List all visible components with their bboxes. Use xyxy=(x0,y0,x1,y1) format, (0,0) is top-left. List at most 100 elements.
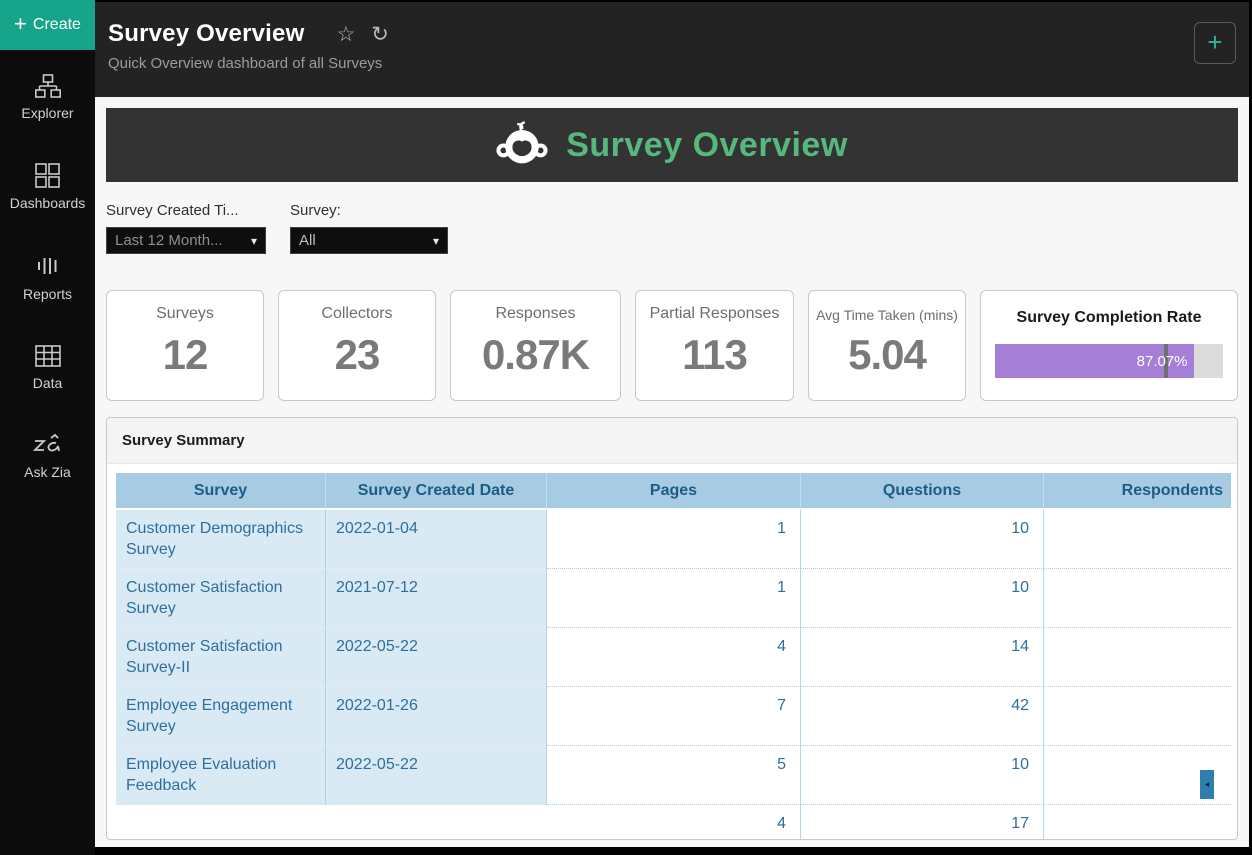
kpi-value: 23 xyxy=(334,331,381,378)
cell-created-date: 2022-05-22 xyxy=(326,628,547,687)
column-header-respondents[interactable]: Respondents xyxy=(1044,473,1231,510)
cell-questions: 14 xyxy=(801,628,1044,687)
cell-survey xyxy=(116,805,326,839)
cell-survey: Employee Engagement Survey xyxy=(116,687,326,746)
kpi-card-completion-rate: Survey Completion Rate 87.07% xyxy=(980,290,1238,401)
kpi-label: Partial Responses xyxy=(649,305,780,322)
sidebar-item-label: Ask Zia xyxy=(24,464,71,480)
cell-created-date: 2022-05-22 xyxy=(326,746,547,805)
cell-pages: 1 xyxy=(547,510,801,569)
column-header-survey[interactable]: Survey xyxy=(116,473,326,510)
filter-bar: Survey Created Ti... Last 12 Month... ▾ … xyxy=(106,202,1238,254)
filter-label: Survey Created Ti... xyxy=(106,202,239,219)
survey-summary-widget: Survey Summary Survey Survey Created Dat… xyxy=(106,417,1238,840)
sidebar: + Create Explorer xyxy=(0,0,95,855)
completion-bar-fill: 87.07% xyxy=(995,344,1194,378)
add-button[interactable]: + xyxy=(1194,22,1236,64)
page-title: Survey Overview xyxy=(108,20,305,47)
cell-pages: 1 xyxy=(547,569,801,628)
sidebar-item-explorer[interactable]: Explorer xyxy=(0,74,95,121)
sidebar-item-data[interactable]: Data xyxy=(0,344,95,391)
sidebar-item-dashboards[interactable]: Dashboards xyxy=(0,163,95,211)
explorer-icon xyxy=(34,74,61,98)
cell-questions: 42 xyxy=(801,687,1044,746)
kpi-card-avg-time-taken: Avg Time Taken (mins) 5.04 xyxy=(808,290,966,401)
kpi-value: 0.87K xyxy=(481,331,590,378)
topbar: Survey Overview ☆ ↻ Quick Overview dashb… xyxy=(95,2,1249,97)
cell-respondents xyxy=(1044,628,1231,687)
sidebar-item-ask-zia[interactable]: Ask Zia xyxy=(0,433,95,480)
created-time-dropdown[interactable]: Last 12 Month... ▾ xyxy=(106,227,266,254)
cell-questions: 10 xyxy=(801,746,1044,805)
cell-respondents xyxy=(1044,805,1231,839)
kpi-value: 5.04 xyxy=(848,331,927,378)
data-icon xyxy=(34,344,61,368)
completion-bar: 87.07% xyxy=(995,344,1223,378)
dropdown-value: Last 12 Month... xyxy=(115,232,223,249)
create-button[interactable]: + Create xyxy=(0,0,95,50)
refresh-icon[interactable]: ↻ xyxy=(371,22,389,46)
cell-respondents xyxy=(1044,510,1231,569)
dashboard-main: Survey Overview Survey Created Ti... Las… xyxy=(95,97,1249,847)
sidebar-item-label: Data xyxy=(32,375,63,391)
cell-questions: 17 xyxy=(801,805,1044,839)
cell-respondents xyxy=(1044,569,1231,628)
cell-survey: Customer Satisfaction Survey xyxy=(116,569,326,628)
cell-created-date: 2022-01-26 xyxy=(326,687,547,746)
reports-icon xyxy=(35,253,61,279)
completion-value: 87.07% xyxy=(1136,352,1188,370)
sidebar-item-label: Explorer xyxy=(21,105,74,121)
cell-survey: Employee Evaluation Feedback xyxy=(116,746,326,805)
dashboards-icon xyxy=(35,163,60,188)
cell-respondents xyxy=(1044,687,1231,746)
content-column: Survey Overview ☆ ↻ Quick Overview dashb… xyxy=(95,2,1249,855)
chevron-down-icon: ▾ xyxy=(250,233,257,248)
dropdown-value: All xyxy=(299,232,316,249)
sidebar-item-reports[interactable]: Reports xyxy=(0,253,95,302)
plus-icon: + xyxy=(14,11,27,36)
filter-label: Survey: xyxy=(290,202,341,219)
surveymonkey-logo-icon xyxy=(496,120,548,170)
kpi-label: Survey Completion Rate xyxy=(1016,309,1202,326)
kpi-card-collectors: Collectors 23 xyxy=(278,290,436,401)
kpi-label: Collectors xyxy=(321,305,393,322)
kpi-label: Avg Time Taken (mins) xyxy=(816,307,958,323)
column-header-pages[interactable]: Pages xyxy=(547,473,801,510)
filter-survey: Survey: All ▾ xyxy=(290,202,448,254)
filter-created-time: Survey Created Ti... Last 12 Month... ▾ xyxy=(106,202,266,254)
survey-summary-table: Survey Survey Created Date Pages Questio… xyxy=(116,473,1231,839)
ask-zia-icon xyxy=(32,433,63,457)
collapse-arrow-icon: ◂ xyxy=(1204,779,1210,789)
page-subtitle: Quick Overview dashboard of all Surveys xyxy=(108,55,383,72)
cell-survey: Customer Demographics Survey xyxy=(116,510,326,569)
create-label: Create xyxy=(32,16,81,33)
survey-dropdown[interactable]: All ▾ xyxy=(290,227,448,254)
cell-created-date xyxy=(326,805,547,839)
widget-title: Survey Summary xyxy=(107,418,1237,464)
column-header-created-date[interactable]: Survey Created Date xyxy=(326,473,547,510)
cell-survey: Customer Satisfaction Survey-II xyxy=(116,628,326,687)
kpi-card-partial-responses: Partial Responses 113 xyxy=(635,290,794,401)
cell-pages: 4 xyxy=(547,628,801,687)
completion-bar-marker xyxy=(1163,344,1168,378)
banner-title: Survey Overview xyxy=(566,125,848,164)
kpi-label: Surveys xyxy=(156,305,214,322)
kpi-row: Surveys 12 Collectors 23 Responses 0.87K… xyxy=(106,290,1238,401)
kpi-value: 113 xyxy=(682,331,748,378)
cell-pages: 7 xyxy=(547,687,801,746)
cell-pages: 5 xyxy=(547,746,801,805)
cell-pages: 4 xyxy=(547,805,801,839)
kpi-card-responses: Responses 0.87K xyxy=(450,290,621,401)
column-header-questions[interactable]: Questions xyxy=(801,473,1044,510)
kpi-value: 12 xyxy=(162,331,209,378)
chevron-down-icon: ▾ xyxy=(432,233,439,248)
sidebar-item-label: Reports xyxy=(22,286,73,302)
cell-questions: 10 xyxy=(801,510,1044,569)
kpi-label: Responses xyxy=(495,305,576,322)
scrollbar-thumb[interactable]: ◂ xyxy=(1200,770,1214,799)
cell-respondents xyxy=(1044,746,1231,805)
sidebar-nav: Explorer Dashboards xyxy=(0,50,95,480)
dashboard-banner: Survey Overview xyxy=(106,108,1238,182)
cell-created-date: 2022-01-04 xyxy=(326,510,547,569)
favorite-star-icon[interactable]: ☆ xyxy=(336,22,356,46)
